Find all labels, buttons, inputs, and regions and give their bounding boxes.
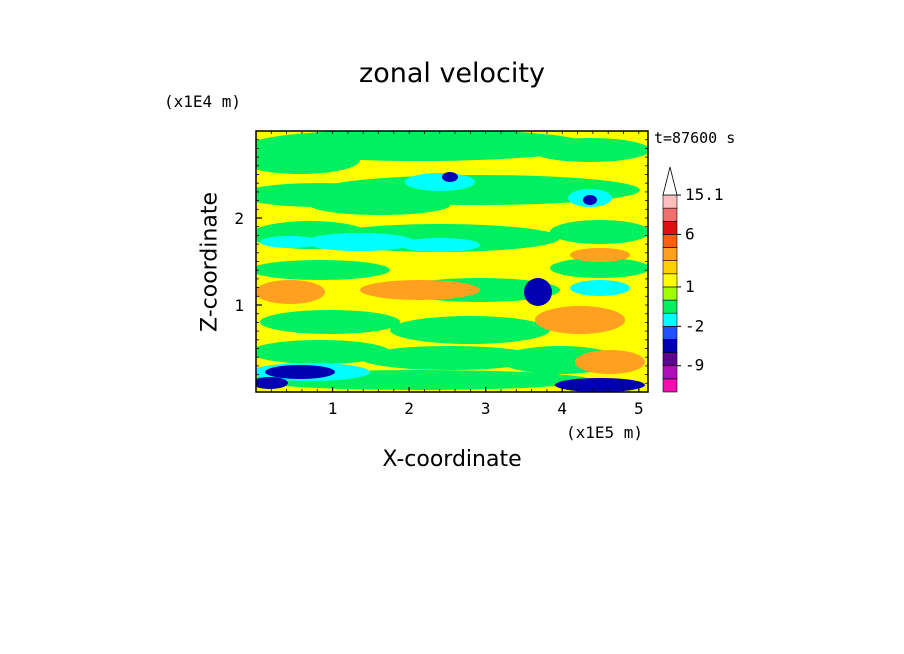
- colorbar-segment: [662, 234, 678, 248]
- contour-region: [260, 236, 320, 248]
- contour-region: [265, 365, 335, 379]
- x-tick-label: 3: [481, 399, 491, 418]
- contour-region: [256, 340, 390, 364]
- colorbar-segment: [662, 352, 678, 367]
- contour-region: [390, 316, 550, 344]
- contour-region: [550, 220, 648, 244]
- colorbar-segment: [662, 220, 678, 235]
- x-axis-label: X-coordinate: [382, 447, 522, 472]
- contour-region: [555, 378, 645, 392]
- colorbar-tick-label: -9: [685, 356, 704, 375]
- chart-title: zonal velocity: [359, 58, 545, 89]
- contour-region: [570, 248, 630, 262]
- x-tick-label: 2: [404, 399, 414, 418]
- y-axis-ticks: 12: [234, 139, 648, 384]
- colorbar-tick-label: 15.1: [685, 185, 724, 204]
- contour-region: [310, 195, 450, 215]
- colorbar-segment: [662, 247, 678, 261]
- colorbar-segment: [662, 312, 678, 327]
- colorbar-segment: [662, 365, 678, 380]
- x-tick-label: 5: [634, 399, 644, 418]
- colorbar-segment: [662, 194, 678, 209]
- colorbar-tick-label: 1: [685, 277, 695, 296]
- colorbar-segment: [662, 286, 678, 301]
- contour-region: [535, 306, 625, 334]
- colorbar-tick-label: -2: [685, 316, 704, 335]
- contour-region: [256, 280, 325, 304]
- x-tick-label: 1: [328, 399, 338, 418]
- contour-region: [570, 280, 630, 296]
- contour-region: [256, 260, 390, 280]
- contour-region: [442, 172, 458, 182]
- x-axis-ticks: 1 2 3 4 5: [270, 131, 644, 418]
- y-tick-label: 1: [234, 296, 244, 315]
- contour-region: [360, 346, 540, 370]
- contour-region: [583, 195, 597, 205]
- colorbar-segment: [662, 207, 678, 222]
- contour-region: [256, 146, 360, 174]
- x-tick-label: 4: [557, 399, 567, 418]
- y-axis-multiplier: (x1E4 m): [164, 92, 242, 111]
- contour-region: [524, 278, 552, 306]
- colorbar-segment: [662, 260, 678, 275]
- x-axis-multiplier: (x1E5 m): [566, 423, 644, 442]
- colorbar-segment: [662, 339, 678, 353]
- colorbar-segment: [662, 273, 678, 288]
- contour-region: [575, 350, 645, 374]
- y-tick-label: 2: [234, 209, 244, 228]
- contour-region: [405, 173, 475, 191]
- contour-region: [360, 280, 480, 300]
- colorbar-tick-label: 6: [685, 224, 695, 243]
- colorbar-segment: [662, 299, 678, 314]
- colorbar-segment: [662, 378, 678, 393]
- contour-region: [550, 258, 648, 278]
- contour-region: [260, 310, 400, 334]
- contour-region: [400, 238, 480, 252]
- contour-region: [530, 138, 648, 162]
- colorbar-segment: [662, 326, 678, 340]
- contour-region: [256, 377, 288, 389]
- time-label: t=87600 s: [654, 129, 736, 147]
- contour-region: [305, 233, 415, 251]
- colorbar-extend-arrow: [662, 166, 678, 196]
- contour-field: [256, 131, 648, 392]
- colorbar: 15.1 6 1 -2 -9: [662, 166, 724, 393]
